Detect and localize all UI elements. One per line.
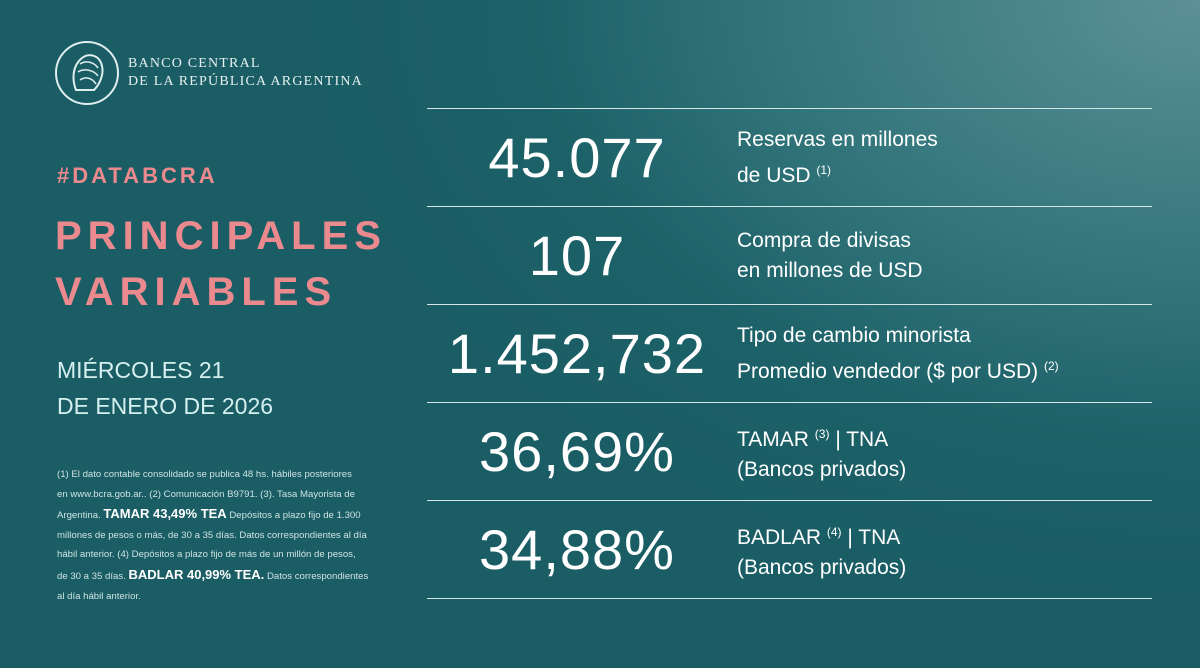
footnote-line: (1) El dato contable consolidado se publ…	[57, 465, 417, 485]
variable-value: 1.452,732	[447, 322, 707, 385]
variable-row-reservas: 45.077 Reservas en millones de USD (1)	[427, 108, 1152, 206]
footnote-ref: (2)	[1043, 358, 1059, 373]
label-line1: Reservas en millones	[737, 127, 938, 151]
footnote-ref: (4)	[826, 524, 842, 539]
footnote-text: hábil anterior. (4) Depósitos a plazo fi…	[57, 549, 356, 561]
label-line2: en millones de USD	[737, 258, 923, 282]
footnote-line: al día hábil anterior.	[57, 587, 417, 607]
variable-row-tipo-cambio: 1.452,732 Tipo de cambio minorista Prome…	[427, 304, 1152, 402]
footnote-line: Argentina. TAMAR 43,49% TEA Depósitos a …	[57, 504, 417, 526]
variable-label: BADLAR (4) | TNA (Bancos privados)	[737, 517, 906, 583]
footnote-text: en www.bcra.gob.ar.. (2) Comunicación B9…	[57, 488, 355, 500]
footnote-highlight: BADLAR 40,99% TEA.	[128, 566, 265, 582]
label-text: | TNA	[835, 427, 889, 451]
date-line2: DE ENERO DE 2026	[57, 393, 274, 419]
footnote-text: Datos correspondientes	[264, 570, 369, 582]
page-title: PRINCIPALES VARIABLES	[55, 208, 387, 320]
variable-value: 34,88%	[479, 518, 675, 581]
title-line1: PRINCIPALES	[55, 214, 387, 258]
footnote-ref: (3)	[814, 426, 830, 441]
variable-value: 45.077	[488, 126, 666, 189]
footnote-text: de 30 a 35 días.	[57, 570, 129, 582]
date-line1: MIÉRCOLES 21	[57, 357, 225, 383]
footnote-highlight: TAMAR 43,49% TEA	[103, 506, 227, 522]
variable-label: TAMAR (3) | TNA (Bancos privados)	[737, 419, 906, 485]
label-text: BADLAR	[737, 525, 822, 549]
variables-panel: 45.077 Reservas en millones de USD (1) 1…	[427, 108, 1152, 599]
bcra-logo: BANCO CENTRAL DE LA REPÚBLICA ARGENTINA	[54, 40, 363, 106]
label-line2: (Bancos privados)	[737, 555, 907, 579]
label-text: de USD	[737, 163, 811, 187]
variable-value: 107	[528, 224, 626, 287]
variable-row-tamar: 36,69% TAMAR (3) | TNA (Bancos privados)	[427, 402, 1152, 500]
variable-label: Reservas en millones de USD (1)	[737, 125, 938, 191]
label-line1: Compra de divisas	[737, 228, 911, 252]
title-line2: VARIABLES	[55, 270, 338, 314]
footnote-ref: (1)	[816, 162, 832, 177]
footnote-text: Depósitos a plazo fijo de 1.300	[226, 510, 361, 522]
bank-name-line2: DE LA REPÚBLICA ARGENTINA	[128, 74, 363, 89]
footnote-line: de 30 a 35 días. BADLAR 40,99% TEA. Dato…	[57, 565, 417, 587]
label-text: | TNA	[847, 525, 901, 549]
label-line1: Tipo de cambio minorista	[737, 323, 971, 347]
variable-row-badlar: 34,88% BADLAR (4) | TNA (Bancos privados…	[427, 500, 1152, 599]
variable-label: Compra de divisas en millones de USD	[737, 226, 923, 286]
footnote-text: Argentina.	[57, 510, 104, 522]
footnote-text: millones de pesos o más, de 30 a 35 días…	[57, 529, 367, 541]
variable-label: Tipo de cambio minorista Promedio vended…	[737, 321, 1059, 387]
label-line1: TAMAR (3) | TNA	[737, 419, 906, 455]
bcra-seal-icon	[55, 41, 119, 105]
footnote-line: hábil anterior. (4) Depósitos a plazo fi…	[57, 545, 417, 565]
variable-value: 36,69%	[479, 420, 675, 483]
variable-row-compra-divisas: 107 Compra de divisas en millones de USD	[427, 206, 1152, 304]
date: MIÉRCOLES 21 DE ENERO DE 2026	[57, 352, 273, 424]
label-line2: de USD (1)	[737, 155, 938, 191]
label-line2: Promedio vendedor ($ por USD) (2)	[737, 351, 1059, 387]
footnote-text: (1) El dato contable consolidado se publ…	[57, 469, 352, 480]
footnotes: (1) El dato contable consolidado se publ…	[57, 465, 417, 606]
label-line2: (Bancos privados)	[737, 457, 907, 481]
label-text: Promedio vendedor ($ por USD)	[737, 359, 1039, 383]
bank-name-line1: BANCO CENTRAL	[128, 56, 261, 71]
footnote-line: en www.bcra.gob.ar.. (2) Comunicación B9…	[57, 485, 417, 505]
footnote-line: millones de pesos o más, de 30 a 35 días…	[57, 526, 417, 546]
label-line1: BADLAR (4) | TNA	[737, 517, 906, 553]
footnote-text: al día hábil anterior.	[57, 590, 141, 602]
hashtag: #DATABCRA	[57, 163, 218, 188]
label-text: TAMAR	[737, 427, 809, 451]
